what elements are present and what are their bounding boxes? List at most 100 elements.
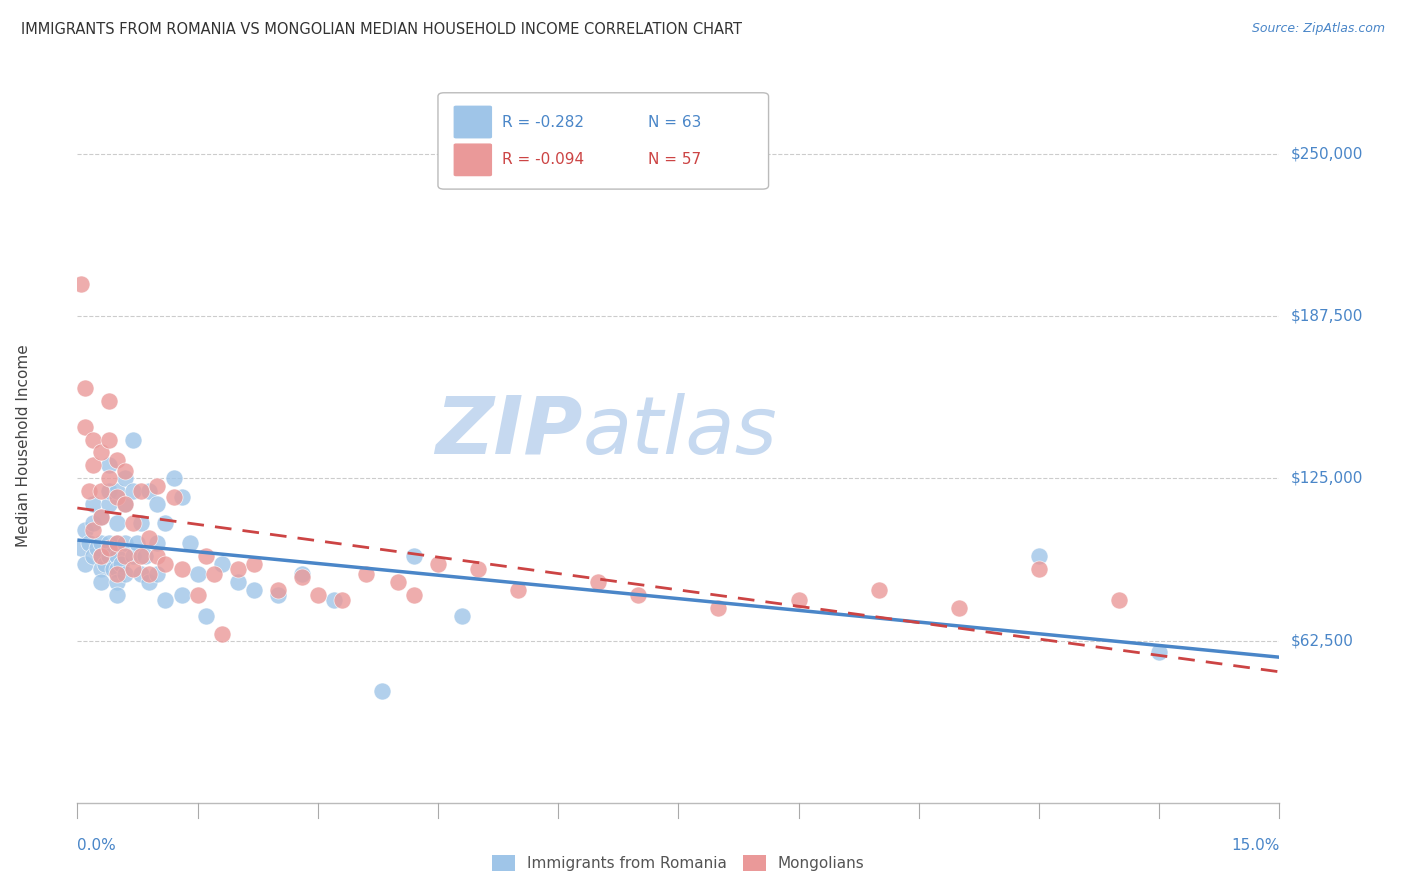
Point	[707, 601, 730, 615]
Point	[427, 557, 450, 571]
Point	[110, 557, 132, 571]
Text: 15.0%: 15.0%	[1232, 838, 1279, 854]
Point	[402, 549, 425, 564]
Point	[86, 541, 108, 556]
Point	[138, 575, 160, 590]
Point	[107, 536, 129, 550]
Point	[146, 536, 169, 550]
Text: IMMIGRANTS FROM ROMANIA VS MONGOLIAN MEDIAN HOUSEHOLD INCOME CORRELATION CHART: IMMIGRANTS FROM ROMANIA VS MONGOLIAN MED…	[21, 22, 742, 37]
Point	[122, 433, 145, 447]
Point	[82, 497, 104, 511]
Text: R = -0.094: R = -0.094	[502, 153, 583, 168]
Point	[170, 588, 193, 602]
Point	[75, 557, 97, 571]
Point	[948, 601, 970, 615]
Point	[1028, 549, 1050, 564]
Point	[114, 471, 136, 485]
Text: $187,500: $187,500	[1291, 309, 1362, 324]
Point	[1028, 562, 1050, 576]
Point	[82, 433, 104, 447]
Point	[134, 549, 156, 564]
Point	[107, 562, 129, 576]
Point	[79, 484, 101, 499]
Point	[107, 490, 129, 504]
Point	[98, 471, 121, 485]
Point	[107, 516, 129, 530]
Point	[79, 536, 101, 550]
Point	[75, 381, 97, 395]
Point	[138, 567, 160, 582]
Point	[291, 570, 314, 584]
Text: R = -0.282: R = -0.282	[502, 114, 583, 129]
Point	[155, 516, 177, 530]
Point	[98, 549, 121, 564]
Point	[194, 549, 217, 564]
Point	[508, 582, 530, 597]
Point	[107, 588, 129, 602]
Point	[202, 567, 225, 582]
Point	[90, 549, 112, 564]
Point	[146, 497, 169, 511]
Point	[330, 593, 353, 607]
Point	[98, 536, 121, 550]
Point	[103, 562, 125, 576]
Point	[402, 588, 425, 602]
Point	[131, 516, 153, 530]
Point	[162, 471, 184, 485]
Point	[122, 549, 145, 564]
Text: $250,000: $250,000	[1291, 146, 1362, 161]
Point	[107, 549, 129, 564]
Point	[82, 516, 104, 530]
Point	[307, 588, 329, 602]
Point	[131, 567, 153, 582]
Point	[114, 536, 136, 550]
Point	[588, 575, 610, 590]
Point	[155, 593, 177, 607]
Point	[170, 490, 193, 504]
Text: N = 63: N = 63	[648, 114, 702, 129]
Point	[226, 575, 249, 590]
Point	[90, 575, 112, 590]
Point	[451, 609, 474, 624]
Point	[98, 458, 121, 473]
Point	[90, 510, 112, 524]
Point	[1149, 645, 1171, 659]
Point	[75, 419, 97, 434]
Point	[107, 575, 129, 590]
Point	[155, 557, 177, 571]
Point	[267, 588, 290, 602]
Text: $125,000: $125,000	[1291, 471, 1362, 486]
Point	[146, 479, 169, 493]
Point	[98, 484, 121, 499]
Point	[1108, 593, 1130, 607]
Point	[186, 588, 209, 602]
Point	[98, 541, 121, 556]
Point	[98, 497, 121, 511]
Point	[242, 557, 264, 571]
Point	[146, 567, 169, 582]
Point	[122, 516, 145, 530]
Point	[114, 567, 136, 582]
Point	[179, 536, 201, 550]
Text: atlas: atlas	[582, 392, 778, 471]
Point	[82, 524, 104, 538]
Point	[131, 484, 153, 499]
Point	[291, 567, 314, 582]
Point	[131, 549, 153, 564]
Point	[107, 536, 129, 550]
Point	[114, 549, 136, 564]
Point	[787, 593, 810, 607]
Point	[868, 582, 890, 597]
Point	[90, 484, 112, 499]
Point	[267, 582, 290, 597]
Point	[70, 277, 93, 291]
Point	[211, 627, 233, 641]
Point	[242, 582, 264, 597]
Point	[122, 484, 145, 499]
FancyBboxPatch shape	[454, 144, 492, 177]
Point	[354, 567, 377, 582]
Point	[90, 445, 112, 459]
Point	[82, 549, 104, 564]
Point	[627, 588, 650, 602]
Text: $62,500: $62,500	[1291, 633, 1354, 648]
